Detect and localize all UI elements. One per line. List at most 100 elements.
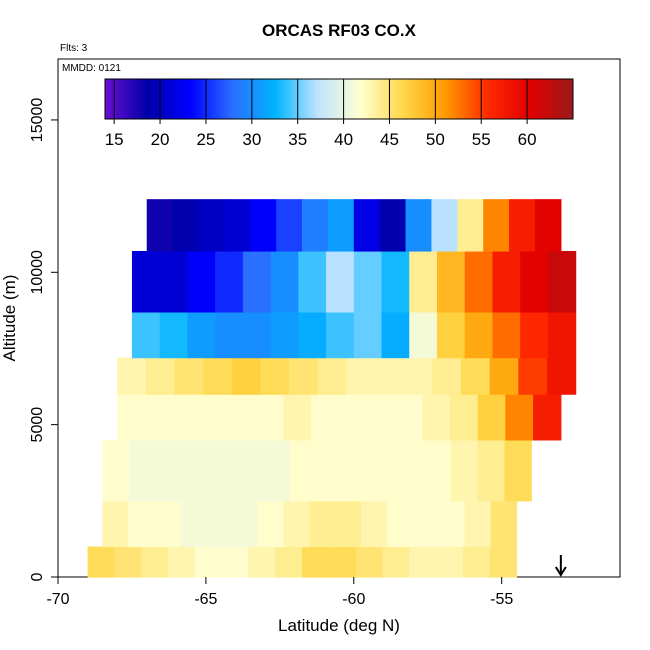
arrow-marker bbox=[554, 555, 567, 577]
heatmap-cell bbox=[276, 199, 303, 252]
heatmap-cell bbox=[317, 357, 347, 395]
heatmap-cell bbox=[298, 250, 327, 313]
heatmap-cell bbox=[224, 199, 251, 252]
heatmap-cell bbox=[366, 394, 396, 441]
heatmap-cell bbox=[492, 250, 521, 313]
heatmap-cell bbox=[290, 439, 318, 502]
heatmap-cell bbox=[174, 357, 204, 395]
colorbar-tick-label: 25 bbox=[196, 130, 215, 149]
heatmap-cell bbox=[159, 311, 189, 359]
heatmap-cell bbox=[327, 199, 355, 252]
axes: -70 -65 -60 -55 0 5000 10000 15000 bbox=[29, 98, 513, 608]
heatmap-cell bbox=[231, 357, 262, 395]
heatmap-cell bbox=[492, 311, 521, 359]
arrow-head bbox=[554, 566, 567, 577]
heatmap-cell bbox=[309, 500, 336, 548]
heatmap-cell bbox=[436, 546, 464, 578]
heatmap-cell bbox=[311, 394, 340, 441]
heatmap-cell bbox=[209, 439, 237, 502]
heatmap-cell bbox=[298, 311, 327, 359]
heatmap-cell bbox=[302, 199, 329, 252]
heatmap-cell bbox=[403, 357, 433, 395]
heatmap-cell bbox=[355, 546, 384, 578]
x-tick-label: -65 bbox=[194, 591, 217, 608]
colorbar-bar bbox=[104, 78, 574, 120]
heatmap-cell bbox=[379, 199, 407, 252]
heatmap-cell bbox=[462, 546, 491, 578]
heatmap-cell bbox=[381, 250, 410, 313]
heatmap-cell bbox=[353, 250, 383, 313]
heatmap-cell bbox=[248, 546, 276, 578]
heatmap-cell bbox=[353, 199, 381, 252]
heatmap-cell bbox=[231, 500, 259, 548]
heatmap-cell bbox=[131, 311, 161, 359]
heatmap-cell bbox=[505, 394, 534, 441]
heatmap-cell bbox=[114, 546, 142, 578]
heatmap-cell bbox=[159, 250, 189, 313]
heatmap-cell bbox=[228, 394, 257, 441]
heatmap-cell bbox=[326, 311, 355, 359]
heatmap-cell bbox=[242, 250, 272, 313]
y-tick-label: 5000 bbox=[29, 407, 46, 443]
heatmap-cell bbox=[145, 357, 176, 395]
heatmap-cell bbox=[409, 250, 438, 313]
heatmap-cell bbox=[424, 439, 452, 502]
heatmap-cell bbox=[200, 394, 229, 441]
colorbar: 15 20 25 30 35 40 45 50 55 60 bbox=[104, 78, 574, 149]
colorbar-tick-label: 45 bbox=[380, 130, 399, 149]
x-axis-label: Latitude (deg N) bbox=[278, 616, 400, 635]
heatmap-cell bbox=[464, 500, 492, 548]
heatmap-cell bbox=[464, 250, 494, 313]
heatmap-cell bbox=[302, 546, 330, 578]
flights-annotation: Flts: 3 bbox=[60, 43, 88, 54]
heatmap-cell bbox=[382, 546, 410, 578]
heatmap-cell bbox=[431, 199, 458, 252]
heatmap-cell bbox=[131, 250, 161, 313]
heatmap-cell bbox=[172, 199, 200, 252]
heatmap-cell bbox=[518, 357, 548, 395]
heatmap-cell bbox=[172, 394, 201, 441]
heatmap-cell bbox=[154, 500, 181, 548]
heatmap-cell bbox=[316, 439, 345, 502]
x-tick-label: -60 bbox=[342, 591, 365, 608]
heatmap-cell bbox=[457, 199, 484, 252]
y-tick-label: 15000 bbox=[29, 98, 46, 143]
heatmap-cell bbox=[450, 439, 479, 502]
heatmap-cell bbox=[205, 500, 233, 548]
colorbar-tick-label: 15 bbox=[105, 130, 124, 149]
heatmap-cell bbox=[215, 250, 244, 313]
heatmap-cell bbox=[257, 500, 285, 548]
heatmap-cell bbox=[117, 357, 147, 395]
heatmap-cell bbox=[461, 357, 491, 395]
heatmap-cell bbox=[464, 311, 494, 359]
heatmap-cell bbox=[182, 439, 211, 502]
heatmap-cell bbox=[504, 439, 532, 502]
plot-area bbox=[57, 58, 621, 578]
x-tick-label: -55 bbox=[490, 591, 513, 608]
heatmap-cell bbox=[203, 357, 233, 395]
heatmap-cell bbox=[270, 311, 299, 359]
heatmap-cell bbox=[117, 394, 146, 441]
heatmap-cell bbox=[242, 311, 272, 359]
heatmap-cell bbox=[520, 311, 549, 359]
heatmap-cell bbox=[361, 500, 388, 548]
heatmap-cell bbox=[509, 199, 536, 252]
heatmap-cell bbox=[438, 500, 466, 548]
heatmap-cell bbox=[346, 357, 376, 395]
heatmap-cell bbox=[339, 394, 368, 441]
heatmap-cell bbox=[353, 311, 383, 359]
heatmap-cell bbox=[477, 394, 506, 441]
colorbar-tick-label: 20 bbox=[151, 130, 170, 149]
heatmap-cell bbox=[375, 357, 405, 395]
heatmap-cell bbox=[255, 394, 285, 441]
heatmap-cell bbox=[405, 199, 433, 252]
heatmap-cell bbox=[180, 500, 207, 548]
heatmap-cell bbox=[477, 439, 506, 502]
heatmap-cell bbox=[326, 250, 355, 313]
heatmap-cell bbox=[387, 500, 414, 548]
heatmap-cell bbox=[187, 311, 216, 359]
heatmap-cell bbox=[283, 394, 312, 441]
heatmap-cell bbox=[397, 439, 425, 502]
heatmap-cell bbox=[141, 546, 169, 578]
date-annotation: MMDD: 0121 bbox=[62, 63, 121, 74]
